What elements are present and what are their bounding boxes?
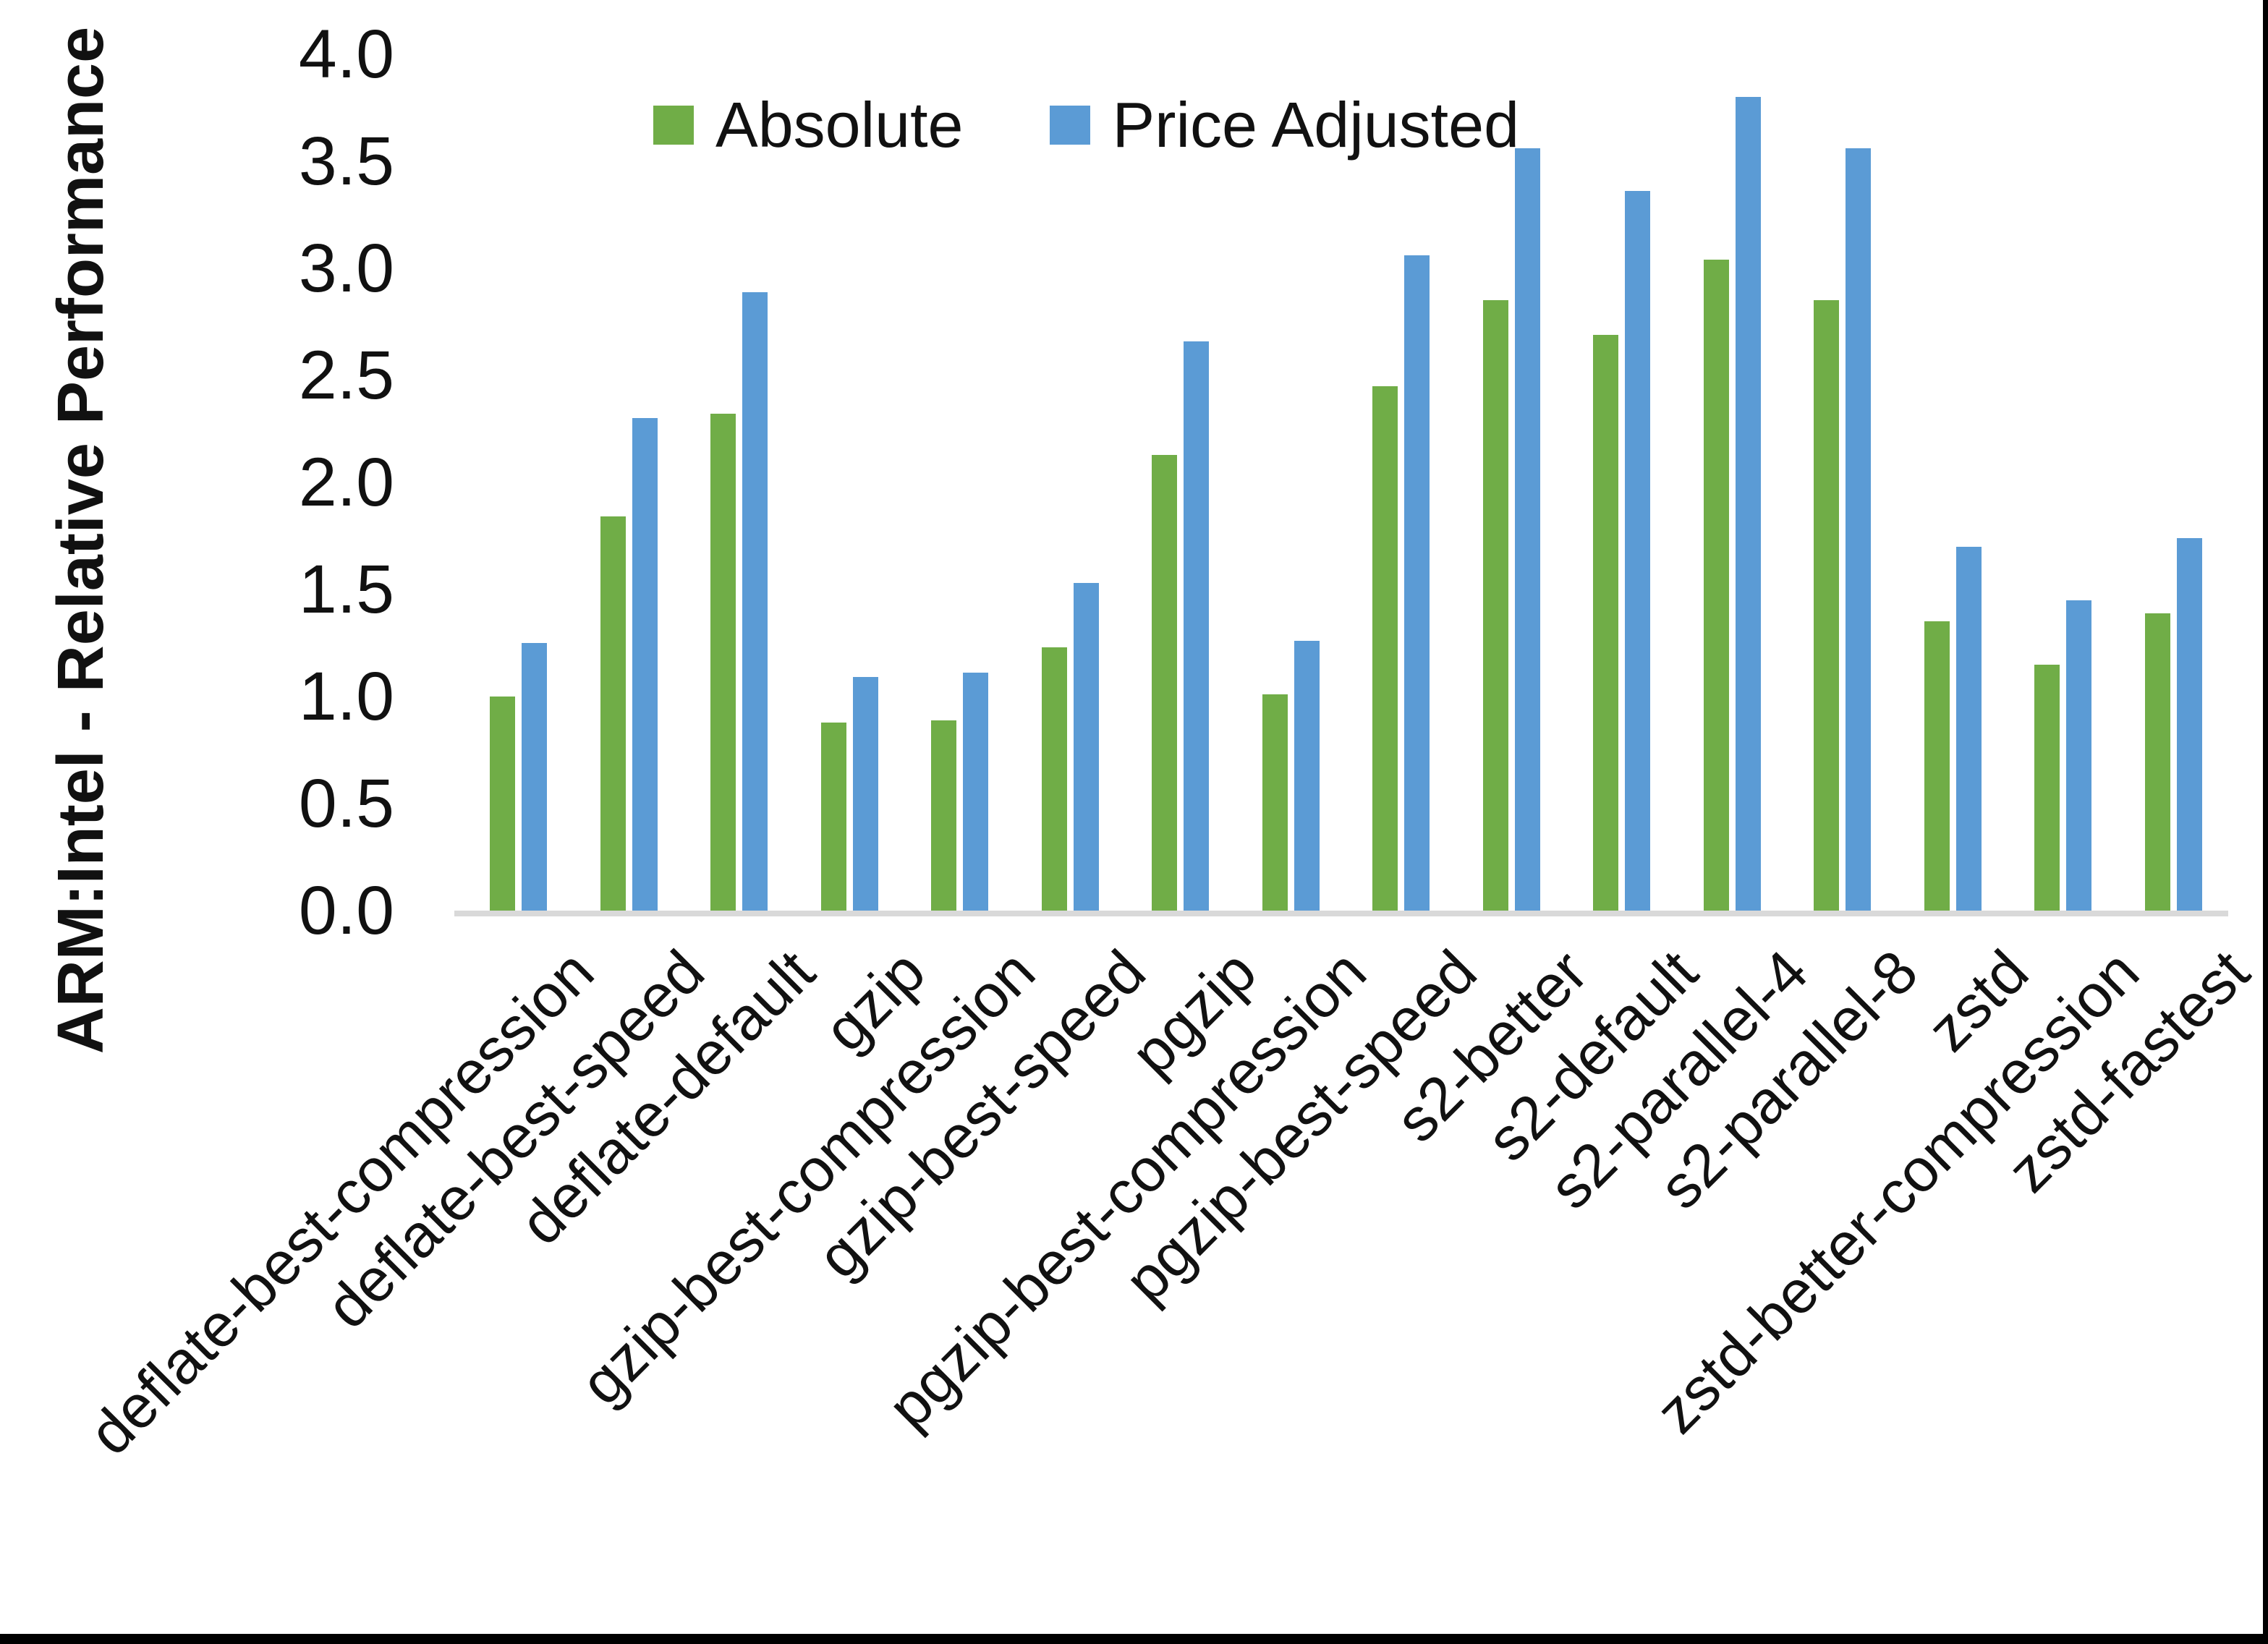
bar-price-adjusted (1184, 341, 1209, 911)
legend-item: Absolute (653, 93, 963, 158)
legend-swatch-icon (1050, 106, 1091, 145)
bar-absolute (1924, 621, 1950, 911)
bar-absolute (1041, 647, 1067, 911)
bottom-border (0, 1634, 2268, 1644)
bar-absolute (1703, 260, 1729, 911)
bar-price-adjusted (632, 418, 658, 911)
bar-absolute (820, 722, 846, 911)
bar-absolute (710, 414, 736, 911)
bar-price-adjusted (522, 643, 547, 911)
legend-swatch-icon (653, 106, 694, 145)
bar-price-adjusted (852, 677, 878, 911)
bar-absolute (1814, 300, 1839, 911)
bar-price-adjusted (2176, 537, 2202, 911)
right-border (2263, 0, 2268, 1644)
bar-absolute (1593, 334, 1618, 911)
y-tick-label: 2.0 (298, 444, 394, 521)
y-tick-label: 0.0 (298, 872, 394, 949)
bar-absolute (600, 516, 626, 911)
bar-price-adjusted (1625, 191, 1650, 911)
y-tick-label: 1.5 (298, 551, 394, 628)
bar-absolute (1372, 386, 1398, 911)
bar-price-adjusted (1846, 148, 1871, 911)
x-axis-line (454, 911, 2228, 916)
y-axis-title: ARM:Intel - Relative Performance (45, 26, 117, 1055)
y-tick-label: 4.0 (298, 16, 394, 93)
y-tick-label: 2.5 (298, 337, 394, 414)
bar-price-adjusted (1073, 583, 1099, 911)
y-tick-label: 0.5 (298, 765, 394, 842)
legend: Absolute Price Adjusted (653, 93, 1519, 158)
y-tick-label: 1.0 (298, 658, 394, 735)
bar-absolute (931, 720, 956, 911)
y-tick-label: 3.5 (298, 123, 394, 200)
y-tick-label: 3.0 (298, 230, 394, 307)
legend-label: Price Adjusted (1112, 89, 1520, 161)
bar-price-adjusted (742, 291, 768, 911)
bar-absolute (2144, 613, 2170, 911)
bar-price-adjusted (1735, 97, 1761, 911)
bar-price-adjusted (1514, 148, 1540, 911)
bar-price-adjusted (1404, 255, 1430, 911)
legend-label: Absolute (715, 89, 964, 161)
bar-absolute (490, 697, 515, 911)
bar-absolute (2034, 664, 2060, 911)
bar-price-adjusted (963, 673, 988, 911)
bar-absolute (1152, 454, 1177, 911)
bar-price-adjusted (1294, 641, 1320, 911)
bar-price-adjusted (2066, 600, 2091, 911)
legend-item: Price Adjusted (1050, 93, 1519, 158)
bar-absolute (1482, 300, 1508, 911)
bar-price-adjusted (1955, 546, 1982, 911)
bar-absolute (1262, 694, 1288, 911)
